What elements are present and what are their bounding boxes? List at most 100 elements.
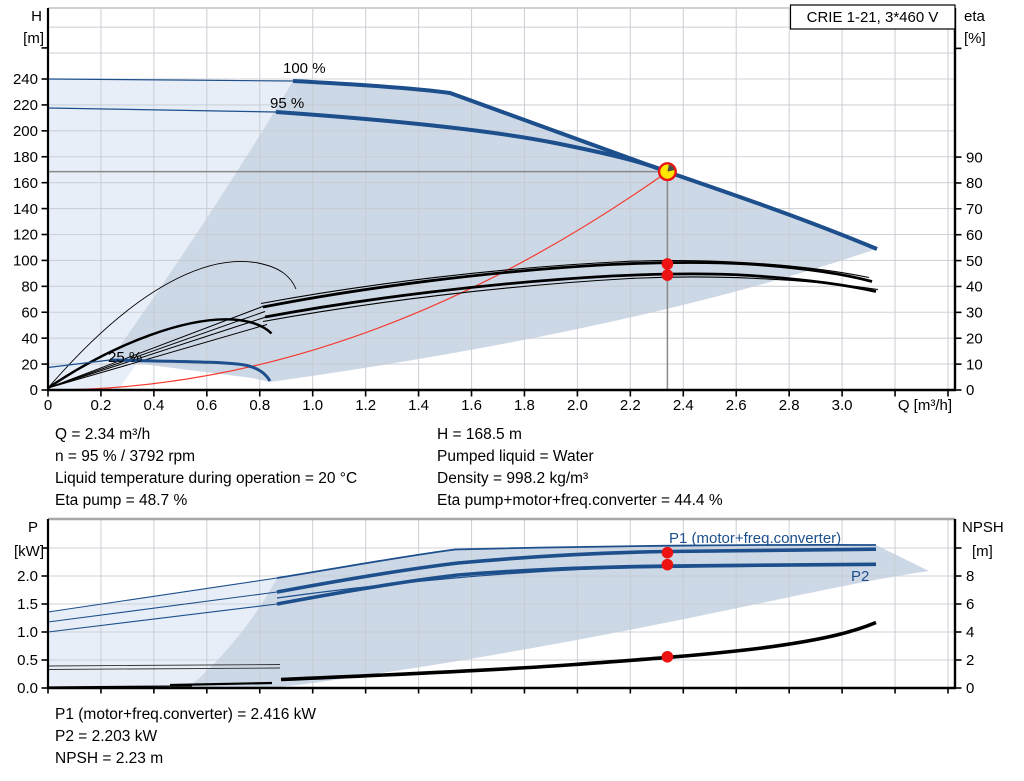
tick-label-top-eta: 80 [966, 175, 983, 192]
q-axis-label: Q [m³/h] [898, 397, 952, 414]
tick-marks [41, 47, 962, 694]
tick-label-top-eta: 60 [966, 227, 983, 244]
tick-label-top-h: 40 [21, 330, 38, 347]
info-liquid-temp: Liquid temperature during operation = 20… [55, 470, 357, 487]
tick-label-top-x: 2.0 [567, 397, 588, 414]
h-axis-unit: [m] [23, 30, 44, 47]
tick-label-top-h: 20 [21, 356, 38, 373]
info-q: Q = 2.34 m³/h [55, 426, 150, 443]
label-p2-curve: P2 [851, 568, 869, 585]
tick-label-top-x: 2.4 [673, 397, 694, 414]
tick-label-top-x: 1.2 [355, 397, 376, 414]
label-100pct: 100 % [283, 60, 326, 77]
info-eta-pump: Eta pump = 48.7 % [55, 492, 187, 509]
tick-label-bot-npsh: 2 [966, 652, 974, 669]
tick-label-bot-p: 1.5 [17, 596, 38, 613]
eta-arc-thin [47, 261, 297, 389]
tick-label-top-eta: 70 [966, 201, 983, 218]
system-curve [47, 171, 668, 391]
tick-label-bot-p: 1.0 [17, 624, 38, 641]
speed-curve-25pct [109, 358, 272, 382]
p-curve-thin-1 [47, 577, 278, 613]
curve-labels: 100 % 95 % 25 % P1 (motor+freq.converter… [108, 60, 869, 585]
p1-curve [276, 547, 877, 594]
operating-point-marker-notch [667, 164, 675, 172]
pump-title-box-frame [789, 4, 956, 30]
tick-label-top-x: 3.0 [832, 397, 853, 414]
eta-pump-curve-thin [260, 260, 870, 305]
tick-label-top-h: 160 [13, 175, 38, 192]
tick-label-bot-npsh: 8 [966, 568, 974, 585]
eta-fan-line-4 [47, 324, 268, 389]
tick-label-top-x: 0.6 [196, 397, 217, 414]
tick-label-top-x: 2.6 [726, 397, 747, 414]
eta-axis-unit: [%] [964, 30, 986, 47]
info-pumped-liquid: Pumped liquid = Water [437, 448, 594, 465]
eta-pump-dot [661, 258, 674, 270]
tick-label-top-h: 200 [13, 123, 38, 140]
eta-pump-curve [262, 261, 873, 309]
tick-label-bot-npsh: 0 [966, 680, 974, 697]
tick-label-top-h: 0 [30, 382, 38, 399]
tick-label-top-h: 240 [13, 71, 38, 88]
speed-curve-100pct-thin [47, 78, 294, 82]
p2-dot [661, 558, 674, 571]
npsh-left-thin-1 [47, 664, 281, 667]
top-info-block: Q = 2.34 m³/h n = 95 % / 3792 rpm Liquid… [55, 426, 723, 509]
tick-label-top-x: 1.4 [408, 397, 429, 414]
tick-label-top-h: 140 [13, 201, 38, 218]
tick-label-top-h: 180 [13, 149, 38, 166]
info-eta-total: Eta pump+motor+freq.converter = 44.4 % [437, 492, 723, 509]
info-npsh: NPSH = 2.23 m [55, 750, 163, 767]
pump-title: CRIE 1-21, 3*460 V [807, 9, 939, 26]
tick-labels: 0 0.2 0.4 0.6 0.8 1.0 1.2 1.4 1.6 1.8 2.0 2.2 2.4 2.6… [13, 71, 983, 697]
tick-label-bot-p: 0.0 [17, 680, 38, 697]
eta-fan-line-3 [47, 316, 267, 389]
info-density: Density = 998.2 kg/m³ [437, 470, 588, 487]
power-envelope-dark-region [188, 544, 929, 689]
tick-label-top-x: 0.4 [143, 397, 164, 414]
info-n: n = 95 % / 3792 rpm [55, 448, 195, 465]
tick-label-top-eta: 20 [966, 330, 983, 347]
tick-label-top-eta: 30 [966, 305, 983, 322]
tick-label-bot-npsh: 6 [966, 596, 974, 613]
label-p1-curve: P1 (motor+freq.converter) [669, 530, 841, 547]
tick-label-top-h: 80 [21, 279, 38, 296]
eta-fan-line-2 [47, 311, 266, 389]
tick-label-top-eta: 90 [966, 149, 983, 166]
tick-label-top-h: 60 [21, 304, 38, 321]
p-axis-name: P [28, 519, 38, 536]
eta-total-dot [661, 269, 674, 281]
tick-label-top-h: 100 [13, 253, 38, 270]
h-axis-name: H [31, 8, 42, 25]
label-95pct: 95 % [270, 95, 304, 112]
info-p2: P2 = 2.203 kW [55, 728, 157, 745]
eta-axis-name: eta [964, 8, 986, 25]
tick-label-top-eta: 10 [966, 356, 983, 373]
label-25pct: 25 % [108, 349, 142, 366]
tick-label-bot-npsh: 4 [966, 624, 974, 641]
tick-label-top-x: 0.2 [91, 397, 112, 414]
p-curve-thin-3 [47, 603, 278, 633]
speed-curve-95pct-thin [47, 107, 277, 113]
eta-arc-25pct [47, 318, 273, 389]
tick-label-bot-p: 0.5 [17, 652, 38, 669]
npsh-curve [280, 620, 877, 682]
speed-curve-95pct [275, 110, 668, 174]
tick-label-top-x: 2.2 [620, 397, 641, 414]
tick-label-top-eta: 40 [966, 279, 983, 296]
p2-curve [276, 562, 877, 606]
tick-label-top-h: 120 [13, 227, 38, 244]
bottom-chart-curves [47, 543, 877, 688]
info-h: H = 168.5 m [437, 426, 522, 443]
p-curve-thin-2 [47, 591, 278, 623]
p1-100pct-curve [276, 543, 877, 579]
tick-label-top-x: 0 [44, 397, 52, 414]
npsh-curve-left-med [169, 681, 273, 687]
tick-label-top-x: 1.6 [461, 397, 482, 414]
pump-title-box: CRIE 1-21, 3*460 V [789, 4, 956, 30]
tick-label-top-eta: 50 [966, 253, 983, 270]
npsh-axis-name: NPSH [962, 519, 1004, 536]
